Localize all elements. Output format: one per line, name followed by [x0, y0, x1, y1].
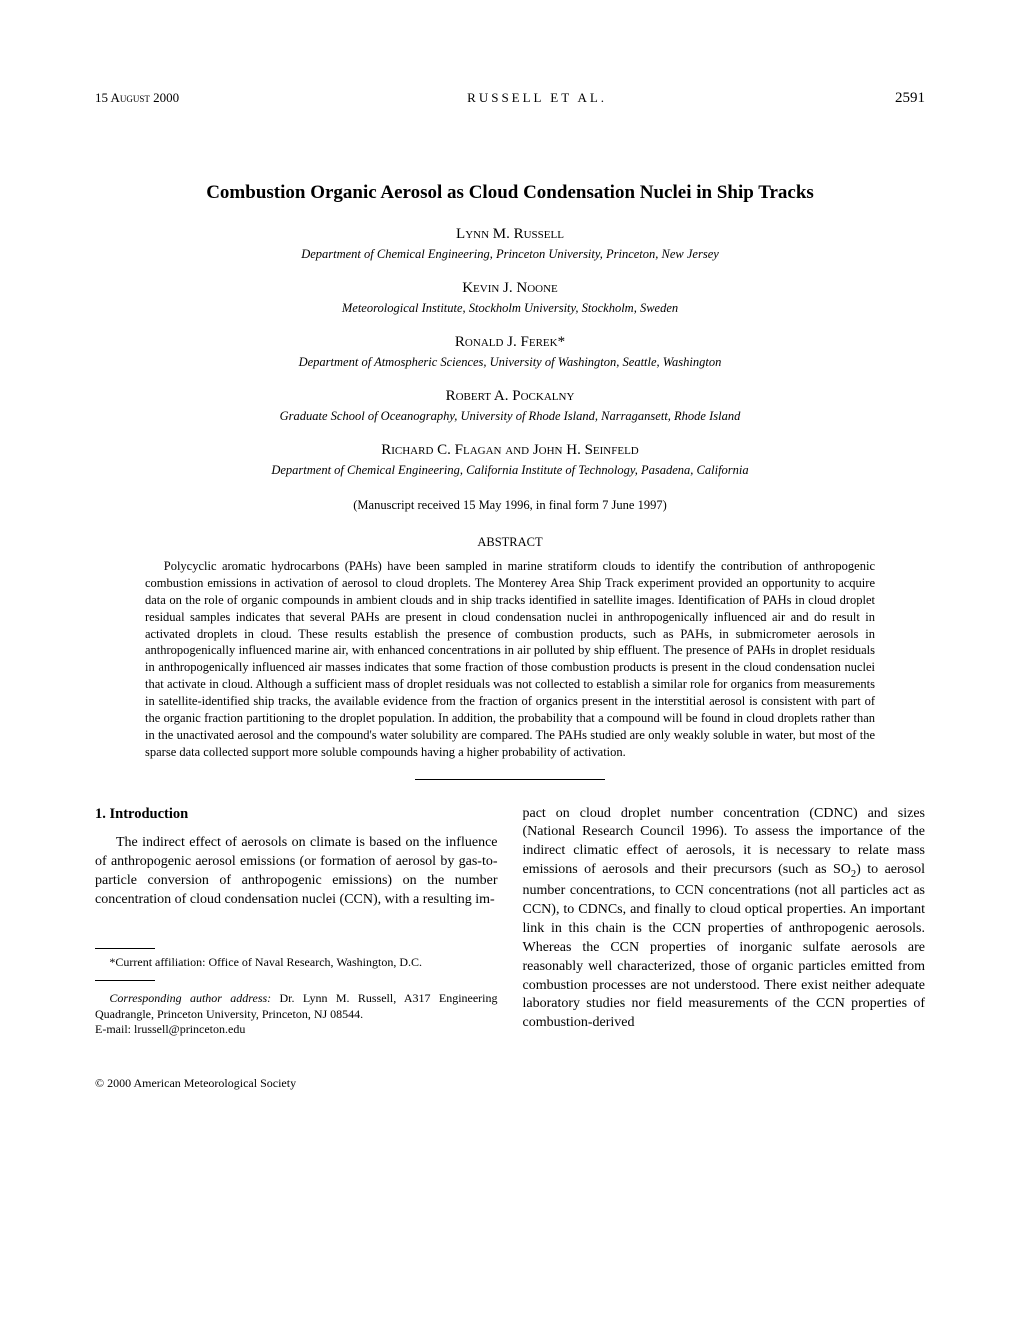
column-right: pact on cloud droplet number concentrati…: [523, 805, 926, 1039]
author-block-0: Lynn M. Russell Department of Chemical E…: [95, 226, 925, 262]
copyright-notice: © 2000 American Meteorological Society: [95, 1076, 925, 1091]
affiliation-footnote: *Current affiliation: Office of Naval Re…: [95, 955, 498, 971]
author-name: Kevin J. Noone: [95, 280, 925, 297]
author-affiliation: Graduate School of Oceanography, Univers…: [95, 409, 925, 424]
header-page-number: 2591: [895, 90, 925, 107]
author-block-1: Kevin J. Noone Meteorological Institute,…: [95, 280, 925, 316]
header-running-head: RUSSELL ET AL.: [467, 90, 607, 107]
running-header: 15 August 2000 RUSSELL ET AL. 2591: [95, 90, 925, 107]
author-name: Lynn M. Russell: [95, 226, 925, 243]
author-affiliation: Meteorological Institute, Stockholm Univ…: [95, 301, 925, 316]
corresponding-author-footnote: Corresponding author address: Dr. Lynn M…: [95, 991, 498, 1022]
page: 15 August 2000 RUSSELL ET AL. 2591 Combu…: [0, 0, 1020, 1141]
header-date: 15 August 2000: [95, 90, 179, 107]
author-name: Ronald J. Ferek*: [95, 334, 925, 351]
body-text-part: ) to aerosol number concentrations, to C…: [523, 862, 926, 1030]
author-affiliation: Department of Atmospheric Sciences, Univ…: [95, 355, 925, 370]
footnote-rule: [95, 948, 155, 949]
abstract-label: ABSTRACT: [95, 535, 925, 550]
body-columns: 1. Introduction The indirect effect of a…: [95, 805, 925, 1039]
section-separator: [415, 779, 605, 780]
author-block-4: Richard C. Flagan and John H. Seinfeld D…: [95, 442, 925, 478]
author-affiliation: Department of Chemical Engineering, Cali…: [95, 463, 925, 478]
author-block-2: Ronald J. Ferek* Department of Atmospher…: [95, 334, 925, 370]
article-title: Combustion Organic Aerosol as Cloud Cond…: [95, 182, 925, 204]
section-heading: 1. Introduction: [95, 805, 498, 825]
author-name: Richard C. Flagan and John H. Seinfeld: [95, 442, 925, 459]
column-left: 1. Introduction The indirect effect of a…: [95, 805, 498, 1039]
corresponding-email: E-mail: lrussell@princeton.edu: [95, 1022, 498, 1038]
abstract-text: Polycyclic aromatic hydrocarbons (PAHs) …: [145, 558, 875, 761]
author-block-3: Robert A. Pockalny Graduate School of Oc…: [95, 388, 925, 424]
author-affiliation: Department of Chemical Engineering, Prin…: [95, 247, 925, 262]
manuscript-note: (Manuscript received 15 May 1996, in fin…: [95, 498, 925, 513]
author-name: Robert A. Pockalny: [95, 388, 925, 405]
body-paragraph: The indirect effect of aerosols on clima…: [95, 834, 498, 910]
body-paragraph: pact on cloud droplet number concentrati…: [523, 805, 926, 1034]
corresponding-label: Corresponding author address:: [109, 991, 271, 1005]
footnote-rule: [95, 980, 155, 981]
